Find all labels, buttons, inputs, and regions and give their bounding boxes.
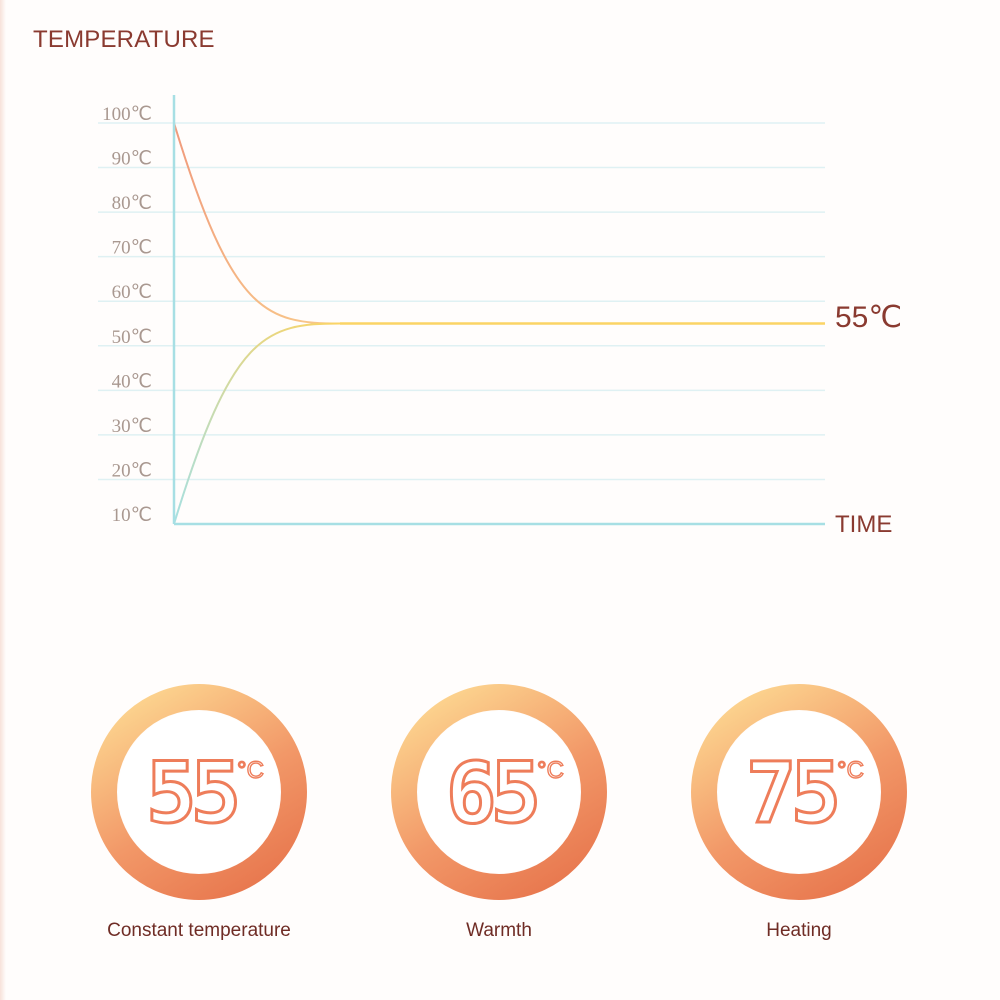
mode-label: Constant temperature (107, 920, 291, 941)
temperature-value: 65 (446, 744, 536, 842)
y-tick-label: 40℃ (112, 371, 152, 392)
y-tick-label: 100℃ (102, 104, 152, 125)
y-tick-label: 60℃ (112, 282, 152, 303)
mode-warmth: 65 °C Warmth (389, 682, 609, 962)
gridlines (98, 122, 825, 481)
y-tick-labels: 100℃ 90℃ 80℃ 70℃ 60℃ 50℃ 40℃ 30℃ 20℃ 10℃ (102, 104, 152, 526)
temperature-chart: 100℃ 90℃ 80℃ 70℃ 60℃ 50℃ 40℃ 30℃ 20℃ 10℃ 55℃ TIME (98, 95, 902, 538)
temperature-ring: 65 °C (391, 684, 607, 900)
y-tick-label: 70℃ (112, 238, 152, 259)
mode-label: Warmth (466, 920, 532, 941)
temperature-ring: 55 °C (91, 684, 307, 900)
chart-title: TEMPERATURE (33, 26, 215, 53)
y-tick-label: 10℃ (112, 505, 152, 526)
mode-heating: 75 °C Heating (689, 682, 909, 962)
temperature-value: 75 (746, 744, 836, 842)
y-tick-label: 50℃ (112, 327, 152, 348)
unit-label: °C (537, 757, 564, 784)
left-edge-shade (0, 0, 6, 1000)
steady-value-label: 55℃ (835, 301, 902, 334)
unit-label: °C (837, 757, 864, 784)
y-tick-label: 80℃ (112, 193, 152, 214)
temperature-value: 55 (146, 744, 236, 842)
cooling-curve (173, 122, 341, 325)
series-lines (173, 122, 825, 525)
heating-curve (173, 322, 341, 525)
temperature-ring: 75 °C (691, 684, 907, 900)
mode-constant-temperature: 55 °C Constant temperature (89, 682, 309, 962)
y-tick-label: 90℃ (112, 149, 152, 170)
y-tick-label: 20℃ (112, 460, 152, 481)
y-tick-label: 30℃ (112, 416, 152, 437)
x-axis-label: TIME (835, 511, 892, 538)
mode-label: Heating (766, 920, 832, 941)
unit-label: °C (237, 757, 264, 784)
